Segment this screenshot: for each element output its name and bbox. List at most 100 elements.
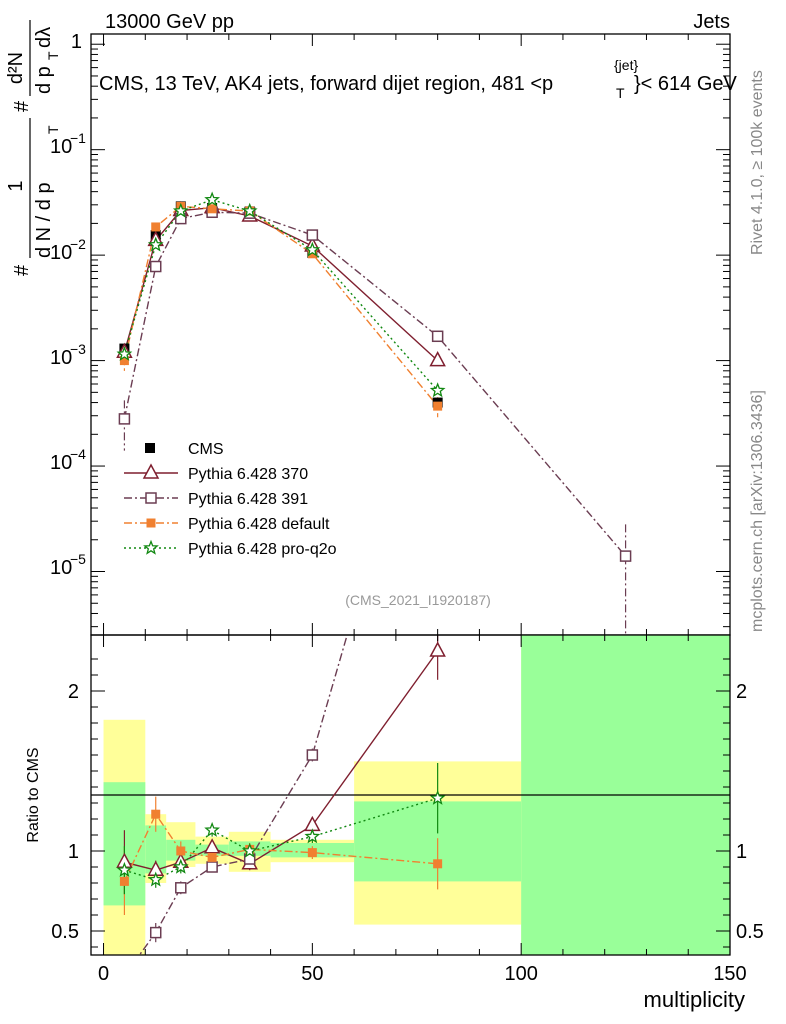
mcplots-label: mcplots.cern.ch [arXiv:1306.3436]	[749, 390, 766, 632]
ratio-point-3	[147, 871, 164, 887]
series-point-3	[241, 202, 258, 218]
category-label: Jets	[693, 11, 730, 33]
y-tick-label-exp: −4	[70, 446, 86, 462]
ratio-point-2	[433, 859, 443, 869]
ylabel-sub-T: T	[45, 125, 61, 134]
series-point-3	[304, 241, 321, 257]
series-line-3	[123, 199, 439, 392]
ratio-point-3	[241, 842, 258, 858]
series-point-1	[149, 260, 162, 273]
ylabel-frac1-den: d N / d p	[33, 182, 55, 258]
title-sup: {jet}	[614, 57, 638, 73]
series-point-3	[204, 191, 221, 207]
legend-label-2: Pythia 6.428 default	[188, 516, 330, 533]
ratio-tick-label-right: 1	[736, 841, 747, 863]
inner-band	[521, 635, 730, 955]
series-point-3	[147, 236, 164, 252]
ylabel-hash-1: #	[11, 264, 33, 276]
main-panel-frame	[90, 33, 731, 636]
y-tick-label-exp: −1	[70, 130, 86, 146]
title-main: CMS, 13 TeV, AK4 jets, forward dijet reg…	[99, 73, 553, 95]
ratio-point-3	[172, 858, 189, 874]
ratio-point-3	[204, 821, 221, 837]
main-panel: 1 10−1 10−2 10−3 10−4 10−5 CMS, 13 TeV, …	[50, 31, 738, 636]
ratio-tick-label: 0.5	[51, 921, 79, 943]
y-tick-label-1: 1	[71, 31, 82, 53]
ratio-point-3	[116, 861, 133, 877]
ratio-panel-frame	[90, 634, 731, 956]
series-point-3	[116, 345, 133, 361]
series-point-1	[619, 550, 632, 562]
series-point-2	[433, 401, 443, 411]
x-tick-label: 50	[301, 963, 323, 985]
svg-text:CMS, 13 TeV, AK4 jets, forward: CMS, 13 TeV, AK4 jets, forward dijet reg…	[99, 73, 553, 95]
ratio-point-3	[429, 789, 446, 805]
y-tick-label-base: 10	[50, 557, 72, 579]
ratio-point-1	[206, 861, 218, 873]
y-tick-label-exp: −3	[70, 341, 86, 357]
series-point-2	[207, 204, 217, 214]
series-line-1	[123, 211, 627, 557]
ylabel-hash-2: #	[11, 100, 33, 112]
series-point-0	[429, 351, 446, 367]
y-tick-label-base: 10	[50, 452, 72, 474]
y-tick-label-base: 10	[50, 242, 72, 264]
series-point-1	[431, 330, 444, 343]
ratio-point-0	[203, 838, 221, 854]
inner-band	[145, 825, 167, 874]
ratio-point-1	[175, 882, 187, 894]
legend-marker-3	[143, 539, 159, 555]
ratio-line-1	[138, 635, 348, 955]
legend-label-0: Pythia 6.428 370	[188, 466, 308, 483]
x-tick-label: 150	[713, 963, 746, 985]
ratio-point-1	[149, 926, 162, 939]
ylabel-lambda: dλ	[33, 27, 55, 48]
ylabel-sub-T-2: T	[45, 51, 61, 60]
ratio-point-1	[306, 749, 319, 761]
ylabel-frac1-num: 1	[5, 180, 27, 191]
main-series-layer	[116, 191, 632, 635]
ylabel-frac2-den: d p	[33, 66, 55, 94]
rivet-label: Rivet 4.1.0, ≥ 100k events	[749, 70, 766, 255]
series-point-1	[306, 229, 319, 241]
x-tick-labels: 0 50 100 150	[98, 963, 747, 985]
ratio-tick-label-right: 2	[736, 681, 747, 703]
ratio-point-2	[307, 848, 317, 858]
main-y-tick-labels: 1 10−1 10−2 10−3 10−4 10−5	[50, 31, 86, 579]
title-tail: }< 614 GeV	[634, 73, 738, 95]
ratio-uncertainty-bands	[103, 635, 730, 955]
energy-label: 13000 GeV pp	[105, 11, 234, 33]
legend-marker-1	[145, 492, 157, 504]
title-sub: T	[616, 85, 625, 101]
legend-marker-cms	[145, 443, 155, 453]
legend-marker-0	[142, 463, 160, 479]
x-tick-label: 0	[98, 963, 109, 985]
ratio-tick-label: 2	[68, 681, 79, 703]
series-point-3	[172, 202, 189, 218]
legend-marker-2	[146, 518, 156, 528]
ratio-point-1	[433, 318, 443, 328]
legend-label-cms: CMS	[188, 441, 224, 458]
y-tick-label-exp: −2	[70, 236, 86, 252]
main-ticks	[91, 34, 731, 635]
ratio-point-2	[207, 852, 217, 862]
series-point-3	[429, 382, 446, 398]
ratio-tick-label-right: 0.5	[736, 921, 764, 943]
ratio-point-0	[429, 641, 446, 657]
x-axis-label: multiplicity	[644, 987, 745, 1012]
legend-label-3: Pythia 6.428 pro-q2o	[188, 541, 337, 558]
series-point-2	[151, 222, 161, 232]
ratio-panel: 0.5 0.5 1 1 2 2 Ratio to CMS	[25, 318, 764, 981]
chart-title: CMS, 13 TeV, AK4 jets, forward dijet reg…	[99, 57, 738, 101]
ratio-point-1	[119, 971, 129, 981]
ratio-ticks: 0.5 0.5 1 1 2 2	[51, 635, 764, 955]
series-line-2	[123, 205, 439, 407]
y-tick-label-exp: −5	[70, 551, 86, 567]
ratio-point-3	[304, 828, 321, 844]
ratio-y-label: Ratio to CMS	[25, 747, 42, 842]
ratio-series-layer	[116, 318, 446, 981]
analysis-id: (CMS_2021_I1920187)	[345, 592, 491, 608]
y-tick-label-base: 10	[50, 136, 72, 158]
y-tick-label-base: 10	[50, 347, 72, 369]
ylabel-frac2-num: d²N	[5, 52, 27, 84]
